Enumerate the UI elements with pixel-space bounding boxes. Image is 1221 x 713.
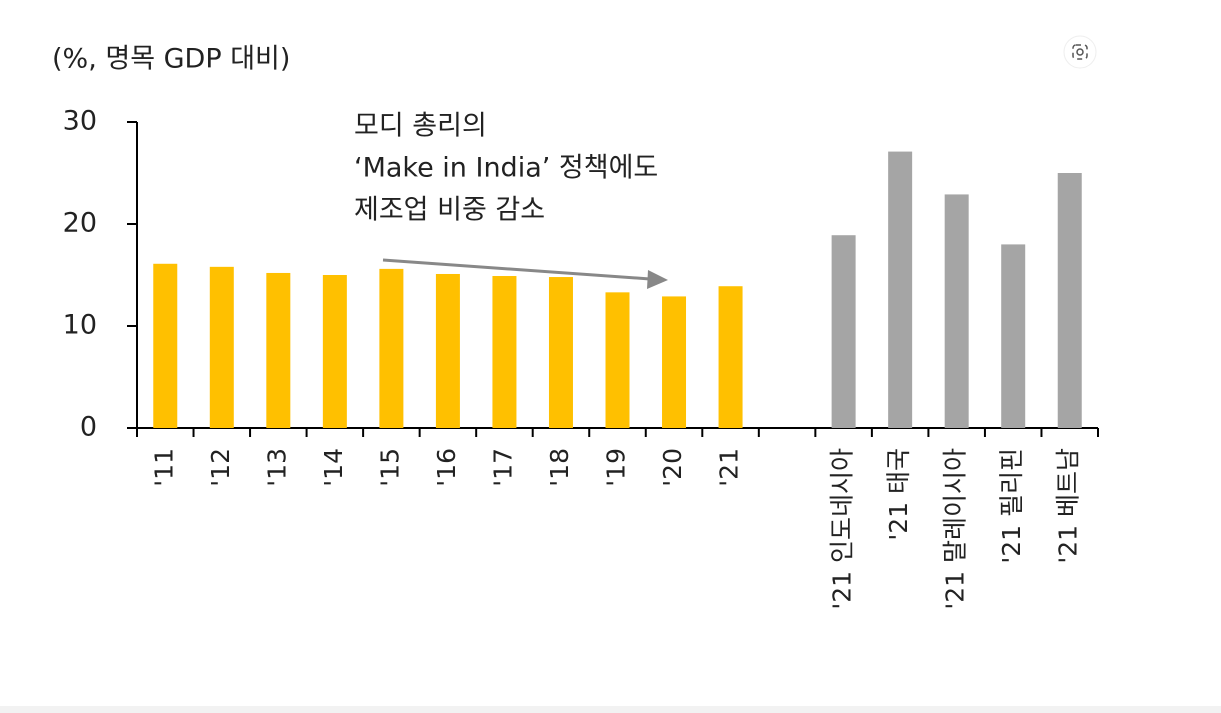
bar bbox=[548, 277, 573, 428]
y-tick-label: 10 bbox=[63, 310, 97, 341]
bottom-strip bbox=[0, 706, 1221, 713]
x-tick-label: '20 bbox=[658, 448, 687, 487]
x-tick-label: '21 태국 bbox=[884, 448, 913, 541]
bar bbox=[266, 272, 291, 428]
x-tick-label: '21 bbox=[715, 448, 744, 487]
zoom-icon[interactable] bbox=[1063, 35, 1097, 69]
x-tick-label: '21 말레이시아 bbox=[941, 448, 970, 610]
x-tick-label: '21 인도네시아 bbox=[828, 448, 857, 610]
bar bbox=[435, 273, 460, 428]
bar bbox=[662, 296, 687, 428]
unit-label: (%, 명목 GDP 대비) bbox=[52, 44, 290, 75]
x-tick-label: '15 bbox=[375, 448, 404, 487]
bar bbox=[831, 235, 856, 428]
bar bbox=[492, 276, 517, 428]
x-tick-label: '14 bbox=[319, 448, 348, 487]
bar bbox=[322, 275, 347, 428]
x-tick-label: '12 bbox=[206, 448, 235, 487]
bar bbox=[888, 151, 913, 428]
y-tick-label: 0 bbox=[80, 412, 97, 443]
bar bbox=[605, 292, 630, 428]
annotation-line: 모디 총리의 bbox=[354, 111, 487, 142]
bar bbox=[1001, 244, 1026, 428]
x-tick-label: '21 필리핀 bbox=[997, 448, 1026, 564]
bar bbox=[209, 266, 234, 428]
y-tick-label: 30 bbox=[63, 106, 97, 137]
x-tick-label: '21 베트남 bbox=[1054, 448, 1083, 564]
bar bbox=[1057, 173, 1082, 428]
y-tick-label: 20 bbox=[63, 208, 97, 239]
bar bbox=[718, 286, 743, 428]
annotation-line: ‘Make in India’ 정책에도 bbox=[354, 153, 658, 184]
x-tick-label: '16 bbox=[432, 448, 461, 487]
x-tick-label: '13 bbox=[262, 448, 291, 487]
bar bbox=[944, 194, 969, 428]
bar bbox=[153, 263, 178, 428]
annotation-line: 제조업 비중 감소 bbox=[354, 195, 545, 226]
x-tick-label: '18 bbox=[545, 448, 574, 487]
annotation bbox=[382, 258, 668, 289]
x-tick-label: '19 bbox=[602, 448, 631, 487]
bar bbox=[379, 268, 404, 428]
x-tick-label: '11 bbox=[149, 448, 178, 487]
x-tick-label: '17 bbox=[488, 448, 517, 487]
